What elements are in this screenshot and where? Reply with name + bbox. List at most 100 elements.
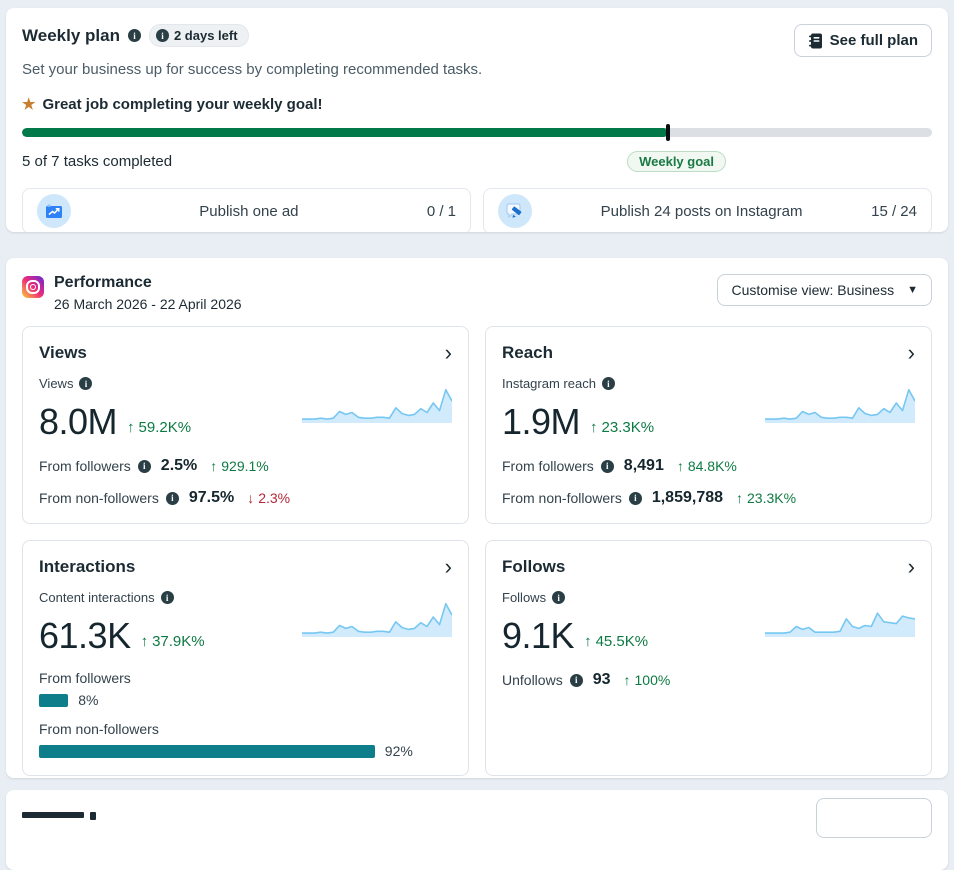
interactions-metric-label: Content interactions xyxy=(39,590,155,605)
info-icon[interactable] xyxy=(569,673,583,687)
star-icon xyxy=(22,95,35,113)
views-title: Views xyxy=(39,343,87,362)
info-icon[interactable] xyxy=(127,29,141,42)
reach-sparkline xyxy=(765,381,916,430)
task-progress: 15 / 24 xyxy=(871,202,917,220)
info-icon xyxy=(155,29,169,42)
chevron-right-icon[interactable] xyxy=(908,346,915,360)
reach-card: Reach Instagram reach 1.9M ↑ 23.3K% From… xyxy=(485,326,932,524)
row-label: From non-followers xyxy=(39,490,159,506)
follows-value: 9.1K xyxy=(502,615,575,656)
row-label: From followers xyxy=(502,458,594,474)
row-label: Unfollows xyxy=(502,672,563,688)
views-sparkline xyxy=(302,381,453,430)
views-metric-label: Views xyxy=(39,376,74,391)
days-left-badge: 2 days left xyxy=(148,24,249,47)
metric-grid: Views Views 8.0M ↑ 59.2K% From followers… xyxy=(22,326,932,776)
interactions-delta: 37.9K% xyxy=(152,633,205,650)
trend-arrow-icon: ↑ xyxy=(736,490,744,506)
chevron-right-icon[interactable] xyxy=(908,560,915,574)
weekly-progress-bar xyxy=(22,124,932,141)
non-followers-bar-row: 92% xyxy=(39,743,452,759)
goal-message: Great job completing your weekly goal! xyxy=(22,95,932,113)
instagram-icon xyxy=(22,276,44,298)
reach-value: 1.9M xyxy=(502,401,581,442)
info-icon[interactable] xyxy=(600,459,614,473)
post-pencil-icon xyxy=(498,194,532,228)
task-publish-posts[interactable]: Publish 24 posts on Instagram 15 / 24 xyxy=(483,188,932,232)
task-label: Publish 24 posts on Instagram xyxy=(600,202,803,220)
info-icon[interactable] xyxy=(601,377,615,390)
trend-arrow-icon: ↑ xyxy=(623,672,631,688)
performance-title: Performance xyxy=(54,274,152,291)
info-icon[interactable] xyxy=(552,591,566,604)
trend-arrow-icon: ↑ xyxy=(590,419,598,436)
views-from-followers-row: From followers 2.5% ↑ 929.1% xyxy=(39,457,452,475)
row-delta: 2.3% xyxy=(258,490,291,506)
clipped-text-fragment xyxy=(90,812,96,820)
row-delta: 929.1% xyxy=(221,458,269,474)
interactions-title: Interactions xyxy=(39,557,136,576)
row-value: 93 xyxy=(592,671,611,688)
see-full-plan-button[interactable]: See full plan xyxy=(793,24,932,57)
weekly-plan-card: Weekly plan 2 days left See full plan Se… xyxy=(6,8,948,232)
task-publish-ad[interactable]: Publish one ad 0 / 1 xyxy=(22,188,471,232)
performance-card: Performance 26 March 2026 - 22 April 202… xyxy=(6,258,948,778)
trend-arrow-icon: ↑ xyxy=(140,633,149,650)
progress-caption-row: 5 of 7 tasks completed Weekly goal xyxy=(22,150,932,174)
row-label: From non-followers xyxy=(502,490,622,506)
row-value: 8,491 xyxy=(623,457,664,474)
followers-bar-label: From followers xyxy=(39,670,131,686)
customise-view-label: Customise view: Business xyxy=(731,282,895,298)
followers-bar-row: 8% xyxy=(39,692,452,708)
chevron-right-icon[interactable] xyxy=(445,560,452,574)
performance-header: Performance 26 March 2026 - 22 April 202… xyxy=(22,274,932,312)
trend-arrow-icon: ↑ xyxy=(127,419,135,436)
non-followers-bar-label: From non-followers xyxy=(39,721,159,737)
reach-title: Reach xyxy=(502,343,554,362)
trend-arrow-icon: ↑ xyxy=(210,458,218,474)
row-value: 97.5% xyxy=(188,489,235,506)
reach-delta: 23.3K% xyxy=(601,419,655,436)
chevron-right-icon[interactable] xyxy=(445,346,452,360)
clipped-section-heading xyxy=(22,812,932,820)
clipped-text-fragment xyxy=(22,812,84,818)
goal-message-text: Great job completing your weekly goal! xyxy=(42,95,323,113)
interactions-value: 61.3K xyxy=(39,615,131,656)
task-row: Publish one ad 0 / 1 Publish 24 posts on… xyxy=(22,188,932,232)
customise-view-dropdown[interactable]: Customise view: Business xyxy=(717,274,932,306)
row-value: 1,859,788 xyxy=(651,489,724,506)
goal-marker xyxy=(666,124,671,141)
followers-bar xyxy=(39,693,69,707)
notebook-icon xyxy=(808,33,822,48)
see-full-plan-label: See full plan xyxy=(829,32,918,49)
views-delta: 59.2K% xyxy=(138,419,192,436)
reach-from-followers-row: From followers 8,491 ↑ 84.8K% xyxy=(502,457,915,475)
info-icon[interactable] xyxy=(165,491,179,505)
trend-arrow-icon: ↑ xyxy=(584,633,592,650)
row-delta: 100% xyxy=(634,672,671,688)
follows-delta: 45.5K% xyxy=(595,633,649,650)
days-left-label: 2 days left xyxy=(173,28,238,43)
interactions-card: Interactions Content interactions 61.3K … xyxy=(22,540,469,776)
info-icon[interactable] xyxy=(628,491,642,505)
info-icon[interactable] xyxy=(137,459,151,473)
row-delta: 23.3K% xyxy=(747,490,797,506)
weekly-plan-header: Weekly plan 2 days left See full plan xyxy=(22,24,932,57)
clipped-button[interactable] xyxy=(816,798,932,838)
caret-down-icon xyxy=(907,284,918,296)
followers-bar-percent: 8% xyxy=(78,692,99,708)
info-icon[interactable] xyxy=(79,377,93,390)
info-icon[interactable] xyxy=(160,591,174,604)
interactions-sparkline xyxy=(302,595,453,644)
row-delta: 84.8K% xyxy=(687,458,737,474)
weekly-goal-pill: Weekly goal xyxy=(627,151,726,172)
follows-metric-label: Follows xyxy=(502,590,547,605)
task-progress: 0 / 1 xyxy=(426,202,456,220)
follows-title: Follows xyxy=(502,557,566,576)
weekly-plan-subtitle: Set your business up for success by comp… xyxy=(22,61,483,78)
ad-chart-icon xyxy=(37,194,71,228)
date-range: 26 March 2026 - 22 April 2026 xyxy=(54,296,242,312)
reach-from-non-followers-row: From non-followers 1,859,788 ↑ 23.3K% xyxy=(502,489,915,507)
views-card: Views Views 8.0M ↑ 59.2K% From followers… xyxy=(22,326,469,524)
